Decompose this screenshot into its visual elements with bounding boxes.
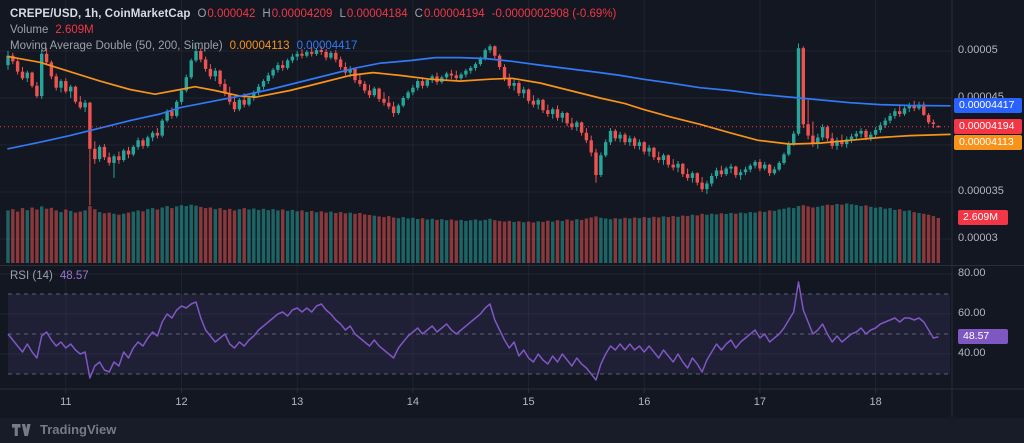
volume-legend-row[interactable]: Volume 2.609M [10,23,616,38]
rsi-legend-row[interactable]: RSI (14) 48.57 [10,270,89,282]
change-value: -0.0000002908 (-0.69%) [491,8,617,20]
tradingview-logo-link[interactable]: TradingView [12,422,116,437]
time-tick-label: 11 [60,396,72,408]
close-value: C 0.00004194 [414,8,485,20]
ma50-line [7,55,951,145]
ma-legend-row[interactable]: Moving Average Double (50, 200, Simple) … [10,39,616,54]
volume-bars [6,203,940,264]
rsi-tick-label: 60.00 [958,307,986,319]
volume-value: 2.609M [55,24,94,36]
rsi-value: 48.57 [59,270,89,282]
open-value: O 0.000042 [197,8,256,20]
time-tick-label: 15 [522,396,535,408]
volume-axis-badge: 2.609M [958,209,1008,225]
bottom-strip [0,418,1024,443]
time-tick-label: 17 [753,396,767,408]
rsi-label: RSI (14) [10,270,53,282]
rsi-tick-label: 40.00 [958,347,986,359]
ma-label: Moving Average Double (50, 200, Simple) [10,40,223,52]
time-tick-label: 12 [175,396,188,408]
price-axis-badge: 0.00004417 [954,97,1022,113]
high-value: H 0.00004209 [262,8,333,20]
time-tick-label: 16 [638,396,651,408]
rsi-line [7,281,939,381]
low-value: L 0.00004184 [339,8,408,20]
symbol-legend-row[interactable]: CREPE/USD, 1h, CoinMarketCap O 0.000042 H… [10,7,616,22]
time-tick-label: 13 [291,396,304,408]
price-tick-label: 0.000035 [958,185,1004,197]
tradingview-logo-text: TradingView [40,422,117,437]
legend: CREPE/USD, 1h, CoinMarketCap O 0.000042 H… [10,7,616,55]
symbol-title: CREPE/USD, 1h, CoinMarketCap [10,8,191,20]
price-axis-badge: 0.00004194 [954,118,1022,134]
candles [6,43,940,206]
volume-label: Volume [10,24,49,36]
price-axis-badge: 0.00004113 [954,134,1022,150]
ma200-line [7,56,951,150]
ma50-value: 0.00004113 [229,40,290,52]
tradingview-logo-icon [12,423,31,436]
rsi-axis-badge: 48.57 [958,328,1008,344]
rsi-tick-label: 80.00 [958,267,986,279]
price-tick-label: 0.00003 [958,232,998,244]
ma200-value: 0.00004417 [296,40,358,52]
time-tick-label: 14 [406,396,419,408]
time-tick-label: 18 [869,396,882,408]
rsi-band [8,294,950,374]
price-tick-label: 0.00005 [958,44,998,56]
